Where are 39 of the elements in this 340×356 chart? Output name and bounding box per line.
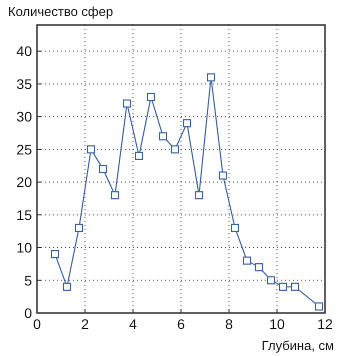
- x-tick-label: 6: [177, 316, 186, 332]
- point: [206, 73, 216, 82]
- point: [266, 276, 276, 284]
- point: [254, 263, 264, 272]
- y-tick-label: 20: [16, 174, 32, 190]
- x-axis-title: Глубина, см: [262, 338, 334, 353]
- point: [230, 224, 240, 232]
- point: [218, 171, 228, 180]
- point: [74, 224, 84, 232]
- point: [98, 164, 108, 174]
- point: [122, 99, 132, 108]
- point: [50, 250, 60, 258]
- x-tick-label: 4: [129, 316, 138, 332]
- x-tick-label: 10: [269, 316, 285, 332]
- x-tick-label: 8: [225, 316, 234, 332]
- y-tick-label: 10: [16, 240, 32, 256]
- y-tick-label: 15: [16, 206, 32, 223]
- point: [290, 282, 300, 291]
- y-tick-label: 35: [16, 76, 32, 92]
- point: [182, 119, 192, 128]
- x-tick-label: 2: [81, 316, 90, 332]
- x-tick-label: 12: [317, 316, 333, 332]
- y-axis-title: Количество сфер: [8, 4, 114, 19]
- point: [158, 132, 168, 140]
- point: [242, 256, 252, 265]
- point: [194, 191, 204, 200]
- point: [134, 152, 144, 160]
- point: [86, 145, 96, 154]
- point: [146, 92, 156, 102]
- point: [110, 191, 120, 200]
- y-tick-label: 5: [24, 272, 32, 288]
- point: [62, 282, 72, 291]
- point: [170, 145, 180, 154]
- y-tick-label: 40: [16, 43, 32, 60]
- point: [278, 282, 288, 291]
- y-tick-label: 0: [24, 305, 32, 321]
- y-tick-label: 25: [16, 141, 32, 158]
- point: [314, 302, 324, 311]
- y-tick-label: 30: [16, 108, 32, 125]
